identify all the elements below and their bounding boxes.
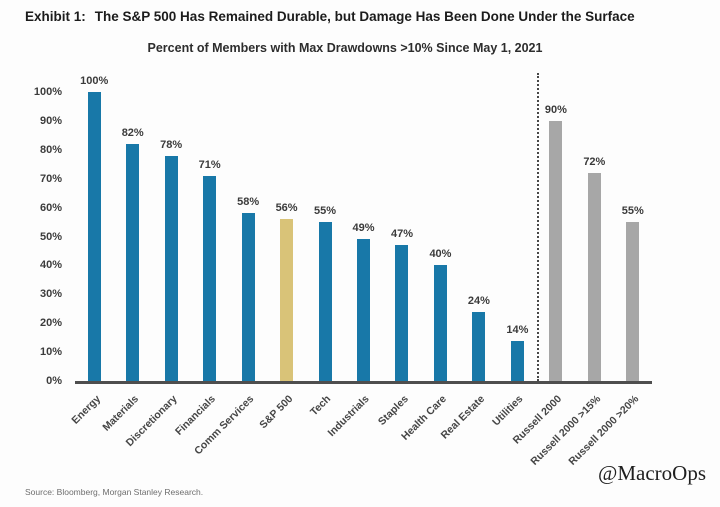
y-tick-label: 80% (39, 143, 62, 156)
bar-category-label: Russell 2000 >20% (566, 393, 642, 468)
bar-slot-energy: 100% Energy (69, 73, 113, 427)
bar-category-label: Utilities (490, 393, 526, 429)
bar-slot-health-care: 40% Health Care (399, 73, 459, 442)
y-tick-label: 50% (39, 230, 62, 243)
y-tick-label: 40% (39, 259, 62, 272)
bar-slot-industrials: 49% Industrials (326, 73, 382, 439)
bar-slot-russell-2000-15: 72% Russell 2000 >15% (528, 73, 613, 468)
bar-slot-utilities: 14% Utilities (491, 73, 536, 429)
bar-category-label: Industrials (325, 393, 373, 440)
bar-slot-real-estate: 24% Real Estate (439, 73, 498, 442)
bar-value-label: 55% (314, 205, 337, 217)
y-tick-label: 100% (33, 86, 62, 98)
group-separator-line (536, 73, 539, 381)
bar-value-label: 14% (506, 323, 529, 336)
bar-value-label: 71% (198, 158, 221, 171)
bar-value-label: 72% (583, 155, 606, 168)
bar-russell-2000 (549, 120, 563, 381)
bar-tech (318, 222, 332, 381)
bar-energy (87, 92, 101, 381)
y-tick-label: 0% (46, 375, 62, 387)
bar-utilities (510, 340, 524, 381)
bar-slot-comm-services: 58% Comm Services (192, 73, 267, 457)
bar-discretionary (164, 155, 178, 381)
bar-value-label: 49% (352, 222, 375, 235)
bar-slot-staples: 47% Staples (376, 73, 421, 428)
bar-industrials (357, 239, 371, 381)
bar-value-label: 100% (80, 75, 109, 87)
title-text: The S&P 500 Has Remained Durable, but Da… (94, 9, 635, 24)
y-tick-label: 70% (39, 172, 62, 185)
bar-slot-materials: 82% Materials (101, 73, 151, 434)
bar-real-estate (472, 311, 486, 381)
bar-value-label: 55% (621, 205, 644, 217)
bar-value-label: 58% (237, 196, 260, 209)
y-tick-label: 30% (39, 288, 62, 301)
bar-category-label: Tech (308, 393, 334, 419)
chart-subtitle: Percent of Members with Max Drawdowns >1… (147, 41, 543, 55)
bar-comm-services (241, 213, 255, 381)
exhibit-title: Exhibit 1: The S&P 500 Has Remained Durab… (25, 9, 700, 24)
bar-category-label: Staples (375, 393, 411, 428)
y-tick-label: 20% (39, 317, 62, 330)
bar-value-label: 40% (429, 248, 452, 261)
bar-value-label: 47% (390, 228, 413, 241)
source-note: Source: Bloomberg, Morgan Stanley Resear… (25, 487, 204, 497)
exhibit-label: Exhibit 1: (25, 9, 86, 24)
bar-value-label: 90% (544, 103, 567, 116)
bar-health-care (433, 265, 447, 381)
y-tick-label: 90% (39, 114, 62, 127)
bar-slot-russell-2000: 90% Russell 2000 (511, 73, 575, 447)
bar-staples (395, 245, 409, 381)
plot-area: 100% Energy 82% Materials 78% Discretionary 71… (69, 73, 652, 468)
bar-value-label: 82% (121, 127, 144, 139)
bar-russell-2000-15 (587, 172, 601, 381)
y-axis: 100% 90% 80% 70% 60% 50% 40% 30% 20% 10% 0% (0, 73, 68, 387)
bar-materials (126, 144, 140, 381)
bar-value-label: 24% (467, 294, 490, 307)
bar-category-label: S&P 500 (256, 393, 296, 432)
bar-slot-s-p-500: 56% S&P 500 (257, 73, 305, 431)
bar-slot-tech: 55% Tech (306, 73, 344, 418)
bar-category-label: Energy (69, 393, 103, 427)
bar-slot-russell-2000-20: 55% Russell 2000 >20% (567, 73, 652, 468)
bar-slot-discretionary: 78% Discretionary (124, 73, 190, 449)
bar-financials (203, 175, 217, 381)
y-tick-label: 10% (39, 346, 62, 359)
bar-value-label: 78% (160, 138, 183, 151)
y-tick-label: 60% (39, 201, 62, 214)
bar-s-p-500 (280, 219, 294, 381)
macroops-watermark: @MacroOps (598, 461, 706, 485)
bar-category-label: Russell 2000 >15% (528, 393, 603, 468)
bar-value-label: 56% (275, 202, 298, 215)
bar-slot-financials: 71% Financials (173, 73, 228, 438)
bar-russell-2000-20 (626, 222, 640, 381)
